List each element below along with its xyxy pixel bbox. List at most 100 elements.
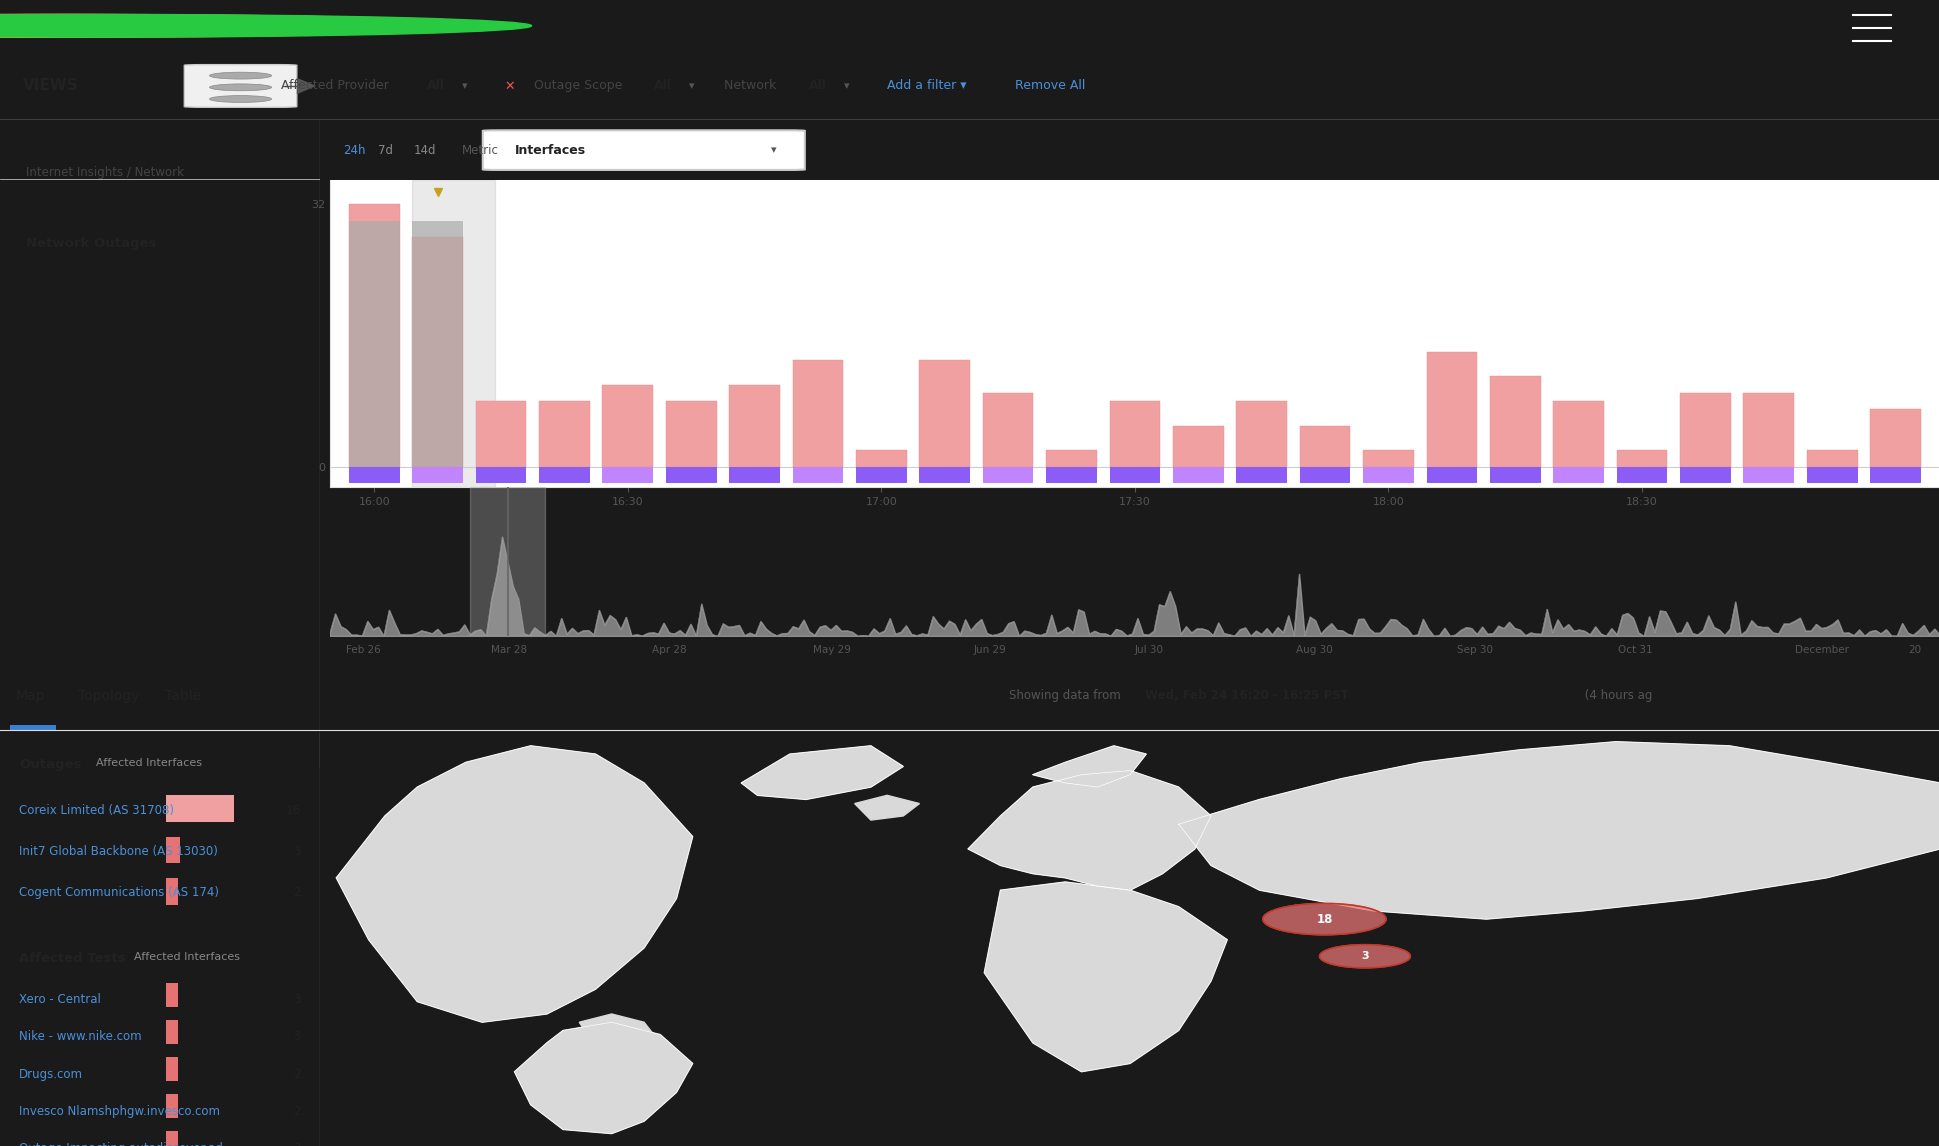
Text: VIEWS: VIEWS: [23, 78, 79, 94]
Text: 18: 18: [1315, 912, 1332, 926]
Text: 2: 2: [293, 1105, 301, 1117]
Bar: [411, 180, 494, 487]
Text: Metric: Metric: [461, 143, 498, 157]
Text: Affected Provider: Affected Provider: [281, 79, 394, 93]
Bar: [1173, 466, 1224, 482]
FancyBboxPatch shape: [184, 64, 297, 108]
Text: Apr 28: Apr 28: [652, 645, 686, 654]
Text: Map: Map: [16, 689, 45, 702]
Bar: [1805, 450, 1858, 466]
Bar: [167, 1057, 178, 1081]
Text: (4 hours ag: (4 hours ag: [1580, 689, 1652, 702]
Bar: [1679, 393, 1730, 466]
Polygon shape: [1032, 746, 1146, 787]
Text: All: All: [427, 79, 444, 93]
Text: Coreix Limited (AS 31708): Coreix Limited (AS 31708): [19, 803, 175, 817]
Polygon shape: [514, 1022, 692, 1133]
Polygon shape: [855, 795, 919, 821]
Ellipse shape: [209, 95, 271, 102]
Circle shape: [1262, 903, 1384, 935]
Bar: [983, 466, 1033, 482]
Bar: [1869, 409, 1920, 466]
Bar: [349, 466, 399, 482]
Bar: [665, 466, 715, 482]
Bar: [1045, 450, 1096, 466]
Polygon shape: [983, 882, 1227, 1072]
Text: Drugs.com: Drugs.com: [19, 1068, 83, 1081]
Bar: [919, 360, 970, 466]
Text: Outage Scope: Outage Scope: [533, 79, 626, 93]
Text: Sep 30: Sep 30: [1456, 645, 1493, 654]
Bar: [167, 837, 180, 863]
Text: 16: 16: [285, 803, 301, 817]
Bar: [1173, 425, 1224, 466]
Polygon shape: [968, 770, 1210, 890]
Bar: [1045, 466, 1096, 482]
Text: ✕: ✕: [504, 79, 514, 93]
Bar: [1869, 466, 1920, 482]
Bar: [167, 982, 178, 1006]
Text: Affected Interfaces: Affected Interfaces: [134, 952, 240, 963]
Bar: [1489, 466, 1540, 482]
Text: Table: Table: [165, 689, 202, 702]
Circle shape: [0, 15, 496, 37]
Text: 3: 3: [1361, 951, 1369, 961]
Text: Init7 Global Backbone (AS 13030): Init7 Global Backbone (AS 13030): [19, 845, 217, 858]
Polygon shape: [335, 746, 692, 1022]
Text: Xero - Central: Xero - Central: [19, 994, 101, 1006]
Text: ▾: ▾: [843, 81, 849, 91]
Text: ▾: ▾: [770, 146, 776, 155]
Bar: [411, 466, 463, 482]
Text: Showing data from: Showing data from: [1008, 689, 1125, 702]
Bar: [1109, 466, 1160, 482]
Bar: [1235, 466, 1286, 482]
Bar: [167, 795, 233, 822]
Bar: [539, 401, 589, 466]
Text: 3: 3: [293, 994, 301, 1006]
Bar: [1553, 401, 1604, 466]
Bar: [167, 1131, 178, 1146]
Bar: [1489, 377, 1540, 466]
Bar: [1553, 466, 1604, 482]
Text: Remove All: Remove All: [1014, 79, 1084, 93]
Text: May 29: May 29: [812, 645, 851, 654]
Text: December: December: [1794, 645, 1848, 654]
Text: Affected Tests: Affected Tests: [19, 952, 126, 965]
Bar: [1425, 352, 1476, 466]
Text: 3: 3: [293, 845, 301, 858]
Text: All: All: [809, 79, 826, 93]
Bar: [475, 401, 525, 466]
Bar: [167, 878, 178, 904]
Circle shape: [1319, 944, 1410, 967]
Text: Internet Insights / Network: Internet Insights / Network: [25, 166, 184, 179]
Bar: [729, 466, 779, 482]
Bar: [665, 401, 715, 466]
Bar: [1743, 466, 1794, 482]
Text: ▾: ▾: [461, 81, 467, 91]
Bar: [411, 221, 463, 466]
FancyBboxPatch shape: [483, 131, 805, 170]
Bar: [1679, 466, 1730, 482]
Bar: [1615, 466, 1666, 482]
Bar: [1363, 450, 1414, 466]
Bar: [167, 1020, 178, 1044]
Text: All: All: [653, 79, 671, 93]
Text: Jun 29: Jun 29: [973, 645, 1006, 654]
Text: Jul 30: Jul 30: [1134, 645, 1163, 654]
Text: ▾: ▾: [688, 81, 694, 91]
Bar: [1299, 466, 1350, 482]
Bar: [349, 204, 399, 466]
Text: Oct 31: Oct 31: [1617, 645, 1652, 654]
Bar: [603, 385, 653, 466]
Bar: [411, 237, 463, 466]
Text: Cogent Communications (AS 174): Cogent Communications (AS 174): [19, 886, 219, 900]
Text: 2: 2: [293, 1068, 301, 1081]
Bar: [1363, 466, 1414, 482]
Bar: [1615, 450, 1666, 466]
Ellipse shape: [209, 84, 271, 91]
Bar: [729, 385, 779, 466]
Bar: [1235, 401, 1286, 466]
Text: 14d: 14d: [413, 143, 436, 157]
Circle shape: [0, 15, 531, 37]
Bar: [539, 466, 589, 482]
